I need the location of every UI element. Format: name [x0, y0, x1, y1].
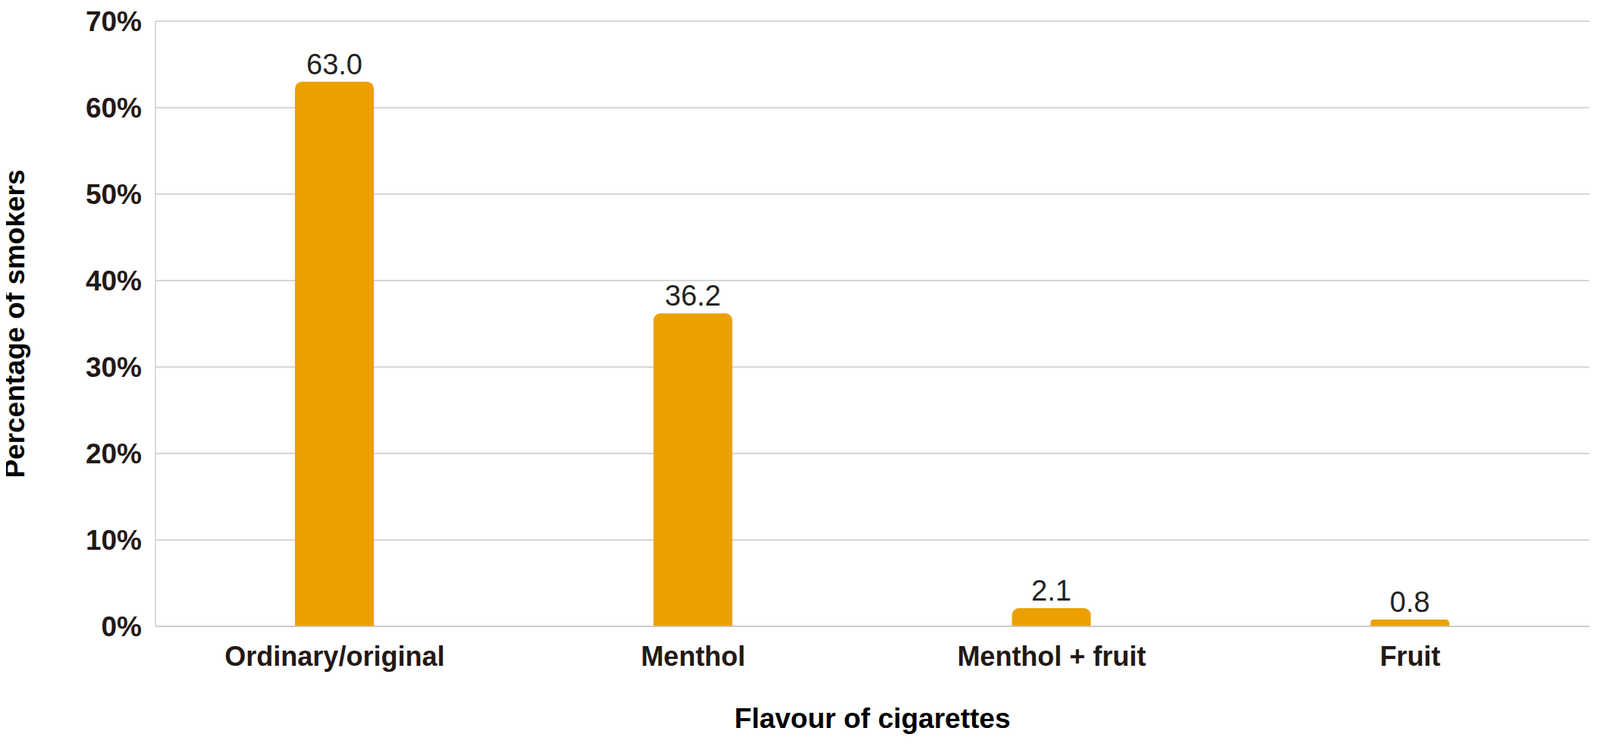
- svg-text:36.2: 36.2: [665, 279, 722, 312]
- svg-text:40%: 40%: [85, 265, 142, 297]
- svg-text:50%: 50%: [85, 178, 142, 211]
- svg-text:70%: 70%: [85, 6, 142, 38]
- svg-text:Ordinary/original: Ordinary/original: [224, 640, 445, 672]
- svg-text:Fruit: Fruit: [1380, 640, 1441, 672]
- svg-text:20%: 20%: [85, 438, 142, 470]
- svg-text:10%: 10%: [85, 524, 142, 556]
- svg-text:0.8: 0.8: [1389, 586, 1431, 619]
- svg-text:2.1: 2.1: [1031, 574, 1072, 607]
- svg-text:0%: 0%: [101, 611, 142, 643]
- svg-text:Menthol + fruit: Menthol + fruit: [956, 640, 1146, 672]
- svg-text:60%: 60%: [85, 92, 142, 124]
- svg-text:63.0: 63.0: [306, 48, 363, 81]
- svg-text:Flavour of cigarettes: Flavour of cigarettes: [734, 702, 1011, 735]
- svg-text:Menthol: Menthol: [640, 640, 746, 672]
- svg-text:30%: 30%: [85, 351, 142, 383]
- svg-text:Percentage of smokers: Percentage of smokers: [6, 169, 31, 478]
